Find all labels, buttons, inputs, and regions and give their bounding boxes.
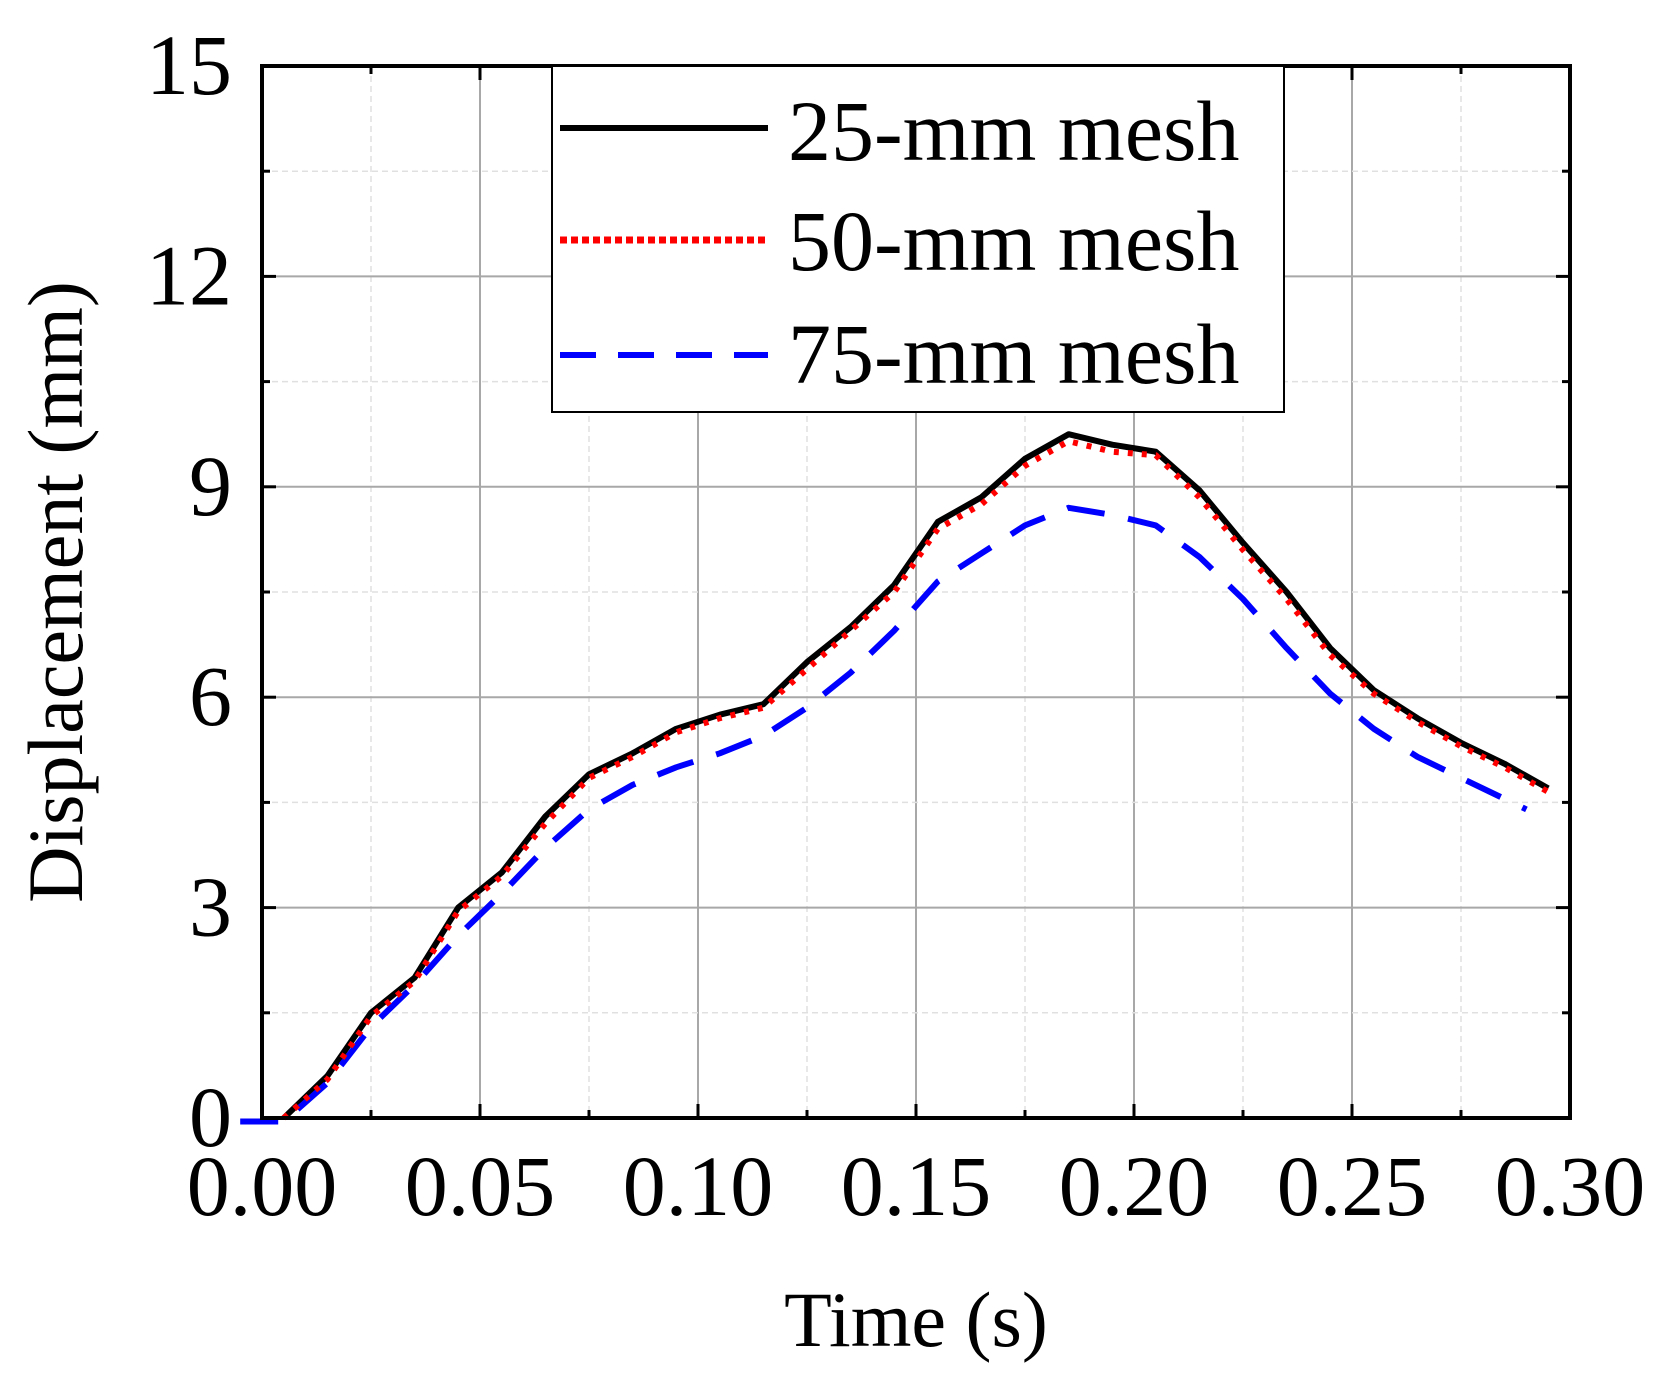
x-tick-label: 0.05 — [405, 1138, 556, 1234]
y-tick-label: 6 — [189, 648, 232, 744]
legend: 25-mm mesh 50-mm mesh 75-mm mesh — [551, 65, 1285, 413]
x-tick-label: 0.20 — [1059, 1138, 1210, 1234]
legend-label-75mm: 75-mm mesh — [788, 306, 1239, 402]
x-axis-title: Time (s) — [784, 1276, 1048, 1363]
legend-label-25mm: 25-mm mesh — [788, 83, 1239, 179]
x-tick-label: 0.30 — [1495, 1138, 1646, 1234]
y-tick-label: 12 — [146, 227, 232, 323]
tick-labels: 0.00 0.05 0.10 0.15 0.20 0.25 0.30 0 3 6 9 12 15 — [146, 17, 1645, 1234]
y-tick-label: 9 — [189, 438, 232, 534]
y-tick-label: 15 — [146, 17, 232, 113]
series-line-75-mm-mesh — [240, 504, 1528, 1125]
y-tick-label: 3 — [189, 859, 232, 955]
y-tick-label: 0 — [189, 1069, 232, 1165]
x-tick-label: 0.15 — [841, 1138, 992, 1234]
legend-label-50mm: 50-mm mesh — [788, 193, 1239, 289]
x-tick-label: 0.25 — [1277, 1138, 1428, 1234]
series-layer — [240, 431, 1550, 1125]
x-tick-label: 0.00 — [187, 1138, 338, 1234]
y-axis-title: Displacement (mm) — [12, 281, 99, 903]
x-tick-label: 0.10 — [623, 1138, 774, 1234]
